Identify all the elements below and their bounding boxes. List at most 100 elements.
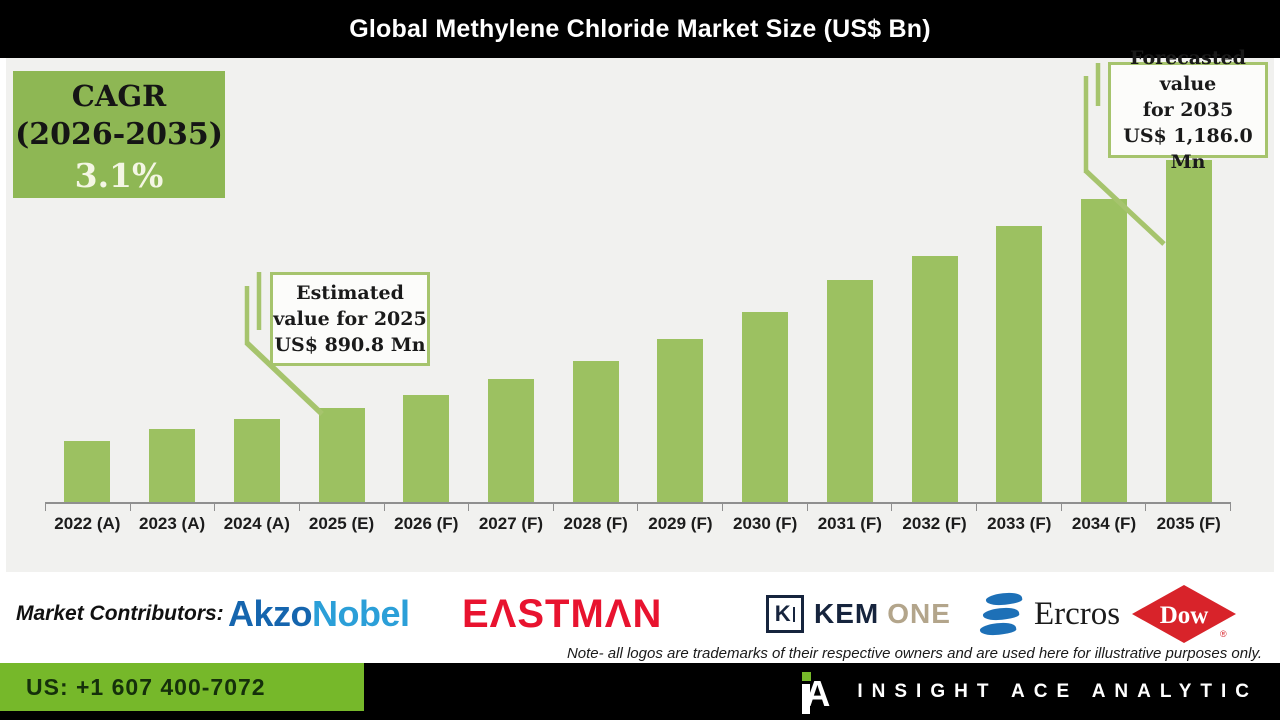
- akzonobel-wordmark-light: Nobel: [312, 593, 410, 634]
- eastman-logo: EΛSTMΛN: [462, 586, 662, 642]
- bar-cell: [638, 339, 723, 502]
- bar-cell: [384, 395, 469, 502]
- cagr-value: 3.1%: [74, 156, 164, 195]
- forecasted-line1: Forecasted value: [1130, 47, 1246, 95]
- akzonobel-wordmark-dark: Akzo: [228, 593, 313, 634]
- dow-registered-mark: ®: [1220, 629, 1227, 639]
- bar-2026 (F): [403, 395, 450, 502]
- bar-2027 (F): [487, 379, 534, 502]
- estimated-value: US$ 890.8 Mn: [274, 334, 426, 356]
- footer-bar: US: +1 607 400-7072 A INSIGHT ACE ANALYT…: [0, 663, 1280, 720]
- phone-badge: US: +1 607 400-7072: [0, 663, 364, 711]
- axis-tick: [469, 504, 554, 511]
- bar-2034 (F): [1080, 199, 1127, 502]
- callout-estimated-2025: Estimated value for 2025 US$ 890.8 Mn: [270, 272, 430, 366]
- axis-tick: [977, 504, 1062, 511]
- x-axis-label: 2034 (F): [1071, 514, 1137, 533]
- bar-cell: [469, 379, 554, 502]
- axis-tick: [1146, 504, 1231, 511]
- bar-cell: [553, 361, 638, 502]
- bar-2033 (F): [996, 226, 1043, 502]
- axis-tick: [808, 504, 893, 511]
- ercros-logo: Ercros: [979, 586, 1121, 642]
- x-axis-label: 2030 (F): [732, 514, 798, 533]
- contributors-label: Market Contributors:: [16, 602, 224, 625]
- bar-cell: [892, 256, 977, 502]
- kemone-k-icon: K: [766, 595, 804, 633]
- chart-area: 2022 (A) 2023 (A) 2024 (A) 2025 (E) 2026 (F)…: [6, 47, 1274, 572]
- bar-2025 (E): [318, 408, 365, 502]
- x-axis-label: 2027 (F): [478, 514, 544, 533]
- cagr-period: (2026-2035): [15, 117, 223, 152]
- bar-cell: [1062, 199, 1147, 502]
- ercros-wordmark: Ercros: [1034, 595, 1121, 632]
- x-axis-label: 2026 (F): [394, 514, 459, 533]
- bar-2029 (F): [657, 339, 704, 502]
- akzonobel-logo: Akzo Nobel: [228, 586, 410, 642]
- estimated-line2: value for 2025: [273, 308, 427, 330]
- bar-2030 (F): [742, 312, 789, 502]
- x-axis-labels: 2022 (A) 2023 (A) 2024 (A) 2025 (E) 2026 (F)…: [45, 514, 1231, 534]
- phone-number: US: +1 607 400-7072: [26, 673, 266, 700]
- x-axis-label: 2022 (A): [54, 514, 121, 533]
- x-axis-label: 2029 (F): [648, 514, 713, 533]
- bar-cell: [299, 408, 384, 502]
- bar-2035 (F): [1165, 160, 1212, 502]
- x-axis-label: 2035 (F): [1156, 514, 1221, 533]
- dow-diamond-icon: Dow ®: [1132, 585, 1236, 643]
- callout-forecasted-2035: Forecasted value for 2035 US$ 1,186.0 Mn: [1108, 47, 1268, 173]
- kemone-wordmark-kem: KEM: [814, 598, 880, 629]
- kemone-logo: K KEM ONE: [766, 586, 951, 642]
- bar-2032 (F): [911, 256, 958, 502]
- x-axis-label: 2032 (F): [902, 514, 967, 533]
- x-axis-label: 2025 (E): [308, 514, 375, 533]
- plot: 2022 (A) 2023 (A) 2024 (A) 2025 (E) 2026 (F)…: [45, 58, 1231, 534]
- brand-block: A INSIGHT ACE ANALYTIC: [797, 663, 1258, 720]
- chart-title: Global Methylene Chloride Market Size (U…: [349, 14, 931, 43]
- title-bar: Global Methylene Chloride Market Size (U…: [0, 0, 1280, 58]
- axis-tick: [1062, 504, 1147, 511]
- insight-ace-logo-icon: A: [802, 671, 831, 714]
- bar-cell: [214, 419, 299, 502]
- bars-row: [45, 58, 1231, 504]
- axis-tick: [131, 504, 216, 511]
- axis-tick: [638, 504, 724, 511]
- x-axis-label: 2023 (A): [139, 514, 206, 533]
- estimated-line1: Estimated: [296, 282, 404, 304]
- brand-name: INSIGHT ACE ANALYTIC: [857, 680, 1258, 702]
- bar-2022 (A): [64, 441, 111, 502]
- cagr-box: CAGR (2026-2035) 3.1%: [13, 71, 225, 198]
- dow-logo: Dow ®: [1132, 585, 1236, 643]
- bar-cell: [723, 312, 808, 502]
- eastman-wordmark: EΛSTMΛN: [462, 591, 663, 636]
- axis-tick: [45, 504, 131, 511]
- bar-cell: [45, 441, 130, 502]
- bar-2024 (A): [233, 419, 280, 502]
- x-axis-label: 2031 (F): [817, 514, 882, 533]
- axis-tick: [723, 504, 808, 511]
- bar-cell: [130, 429, 215, 502]
- bar-cell: [1146, 160, 1231, 502]
- x-axis-ticks: [45, 504, 1231, 511]
- x-axis-label: 2024 (A): [223, 514, 290, 533]
- cagr-title: CAGR: [71, 79, 167, 113]
- trademark-note: Note- all logos are trademarks of their …: [566, 645, 1262, 662]
- bar-2028 (F): [572, 361, 619, 502]
- axis-tick: [385, 504, 470, 511]
- axis-tick: [215, 504, 300, 511]
- dow-wordmark: Dow: [1160, 602, 1209, 629]
- bar-2023 (A): [149, 429, 196, 502]
- bar-cell: [977, 226, 1062, 502]
- x-axis-label: 2028 (F): [563, 514, 628, 533]
- axis-tick: [300, 504, 385, 511]
- forecasted-value: US$ 1,186.0 Mn: [1123, 125, 1253, 173]
- bar-cell: [807, 280, 892, 502]
- axis-tick: [892, 504, 978, 511]
- axis-tick: [554, 504, 639, 511]
- contributors-strip: Market Contributors: Akzo Nobel EΛSTMΛN K…: [0, 572, 1280, 663]
- forecasted-line2: for 2035: [1142, 99, 1234, 121]
- bar-2031 (F): [826, 280, 873, 502]
- ercros-swoosh-icon: [979, 589, 1023, 639]
- x-axis-label: 2033 (F): [987, 514, 1052, 533]
- kemone-wordmark-one: ONE: [887, 598, 951, 629]
